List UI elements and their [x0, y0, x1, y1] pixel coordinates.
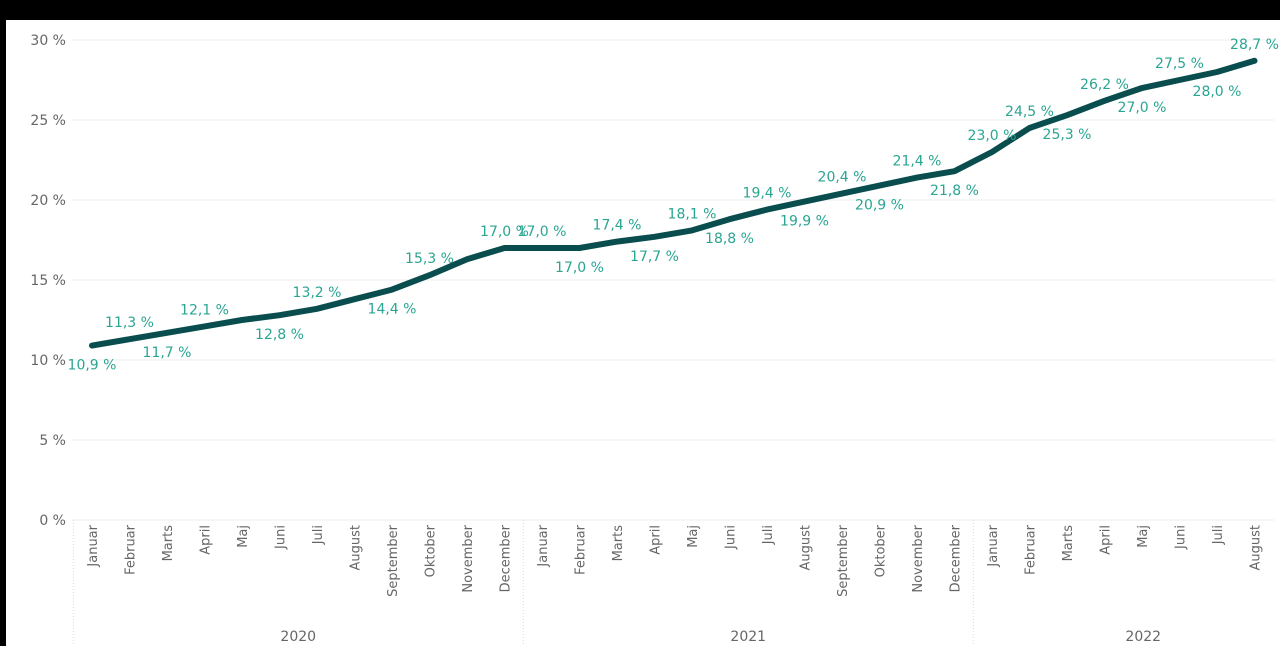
data-label: 15,3 % — [405, 251, 454, 267]
data-label: 20,4 % — [818, 170, 867, 186]
x-tick-label: Juli — [311, 525, 326, 545]
x-axis: Januar Februar Marts April Maj Juni Juli August… — [72, 520, 1264, 646]
y-tick-label: 5 % — [39, 433, 66, 449]
data-label: 28,7 % — [1230, 37, 1279, 53]
y-tick-label: 10 % — [30, 353, 66, 369]
data-label: 24,5 % — [1005, 104, 1054, 120]
data-label: 20,9 % — [855, 198, 904, 214]
x-tick-label: August — [799, 525, 814, 571]
x-tick-label: Maj — [1136, 525, 1151, 548]
data-label: 18,8 % — [705, 231, 754, 247]
y-tick-label: 20 % — [30, 193, 66, 209]
y-tick-label: 15 % — [30, 273, 66, 289]
x-tick-label: Februar — [574, 524, 589, 575]
x-tick-label: Juli — [761, 525, 776, 545]
x-tick-label: Oktober — [874, 524, 889, 577]
x-tick-label: September — [836, 524, 851, 597]
x-tick-label: November — [911, 524, 926, 592]
x-tick-label: November — [461, 524, 476, 592]
x-tick-label: Marts — [1061, 525, 1076, 562]
data-label: 27,0 % — [1118, 100, 1167, 116]
y-tick-label: 30 % — [30, 33, 66, 49]
y-tick-label: 0 % — [39, 513, 66, 529]
line-chart: 0 % 5 % 10 % 15 % 20 % 25 % 30 % Januar Februar… — [30, 33, 1279, 646]
data-label: 14,4 % — [368, 302, 417, 318]
data-label: 12,8 % — [255, 327, 304, 343]
data-labels: 10,9 % 11,3 % 11,7 % 12,1 % 12,8 % 13,2 % 14,4… — [68, 37, 1279, 374]
data-label: 13,2 % — [293, 285, 342, 301]
x-tick-label: Maj — [686, 525, 701, 548]
data-label: 23,0 % — [968, 128, 1017, 144]
data-label: 21,4 % — [893, 154, 942, 170]
x-tick-label: Juni — [1174, 525, 1189, 550]
data-label: 12,1 % — [180, 302, 229, 318]
x-tick-label: Februar — [124, 524, 139, 575]
x-tick-label: Oktober — [424, 524, 439, 577]
x-tick-label: April — [199, 525, 214, 555]
data-label: 17,0 % — [480, 224, 529, 240]
data-label: 27,5 % — [1155, 56, 1204, 72]
data-label: 17,7 % — [630, 249, 679, 265]
x-tick-label: Maj — [236, 525, 251, 548]
year-label: 2022 — [1125, 629, 1161, 645]
year-label: 2021 — [730, 629, 766, 645]
data-label: 21,8 % — [930, 183, 979, 199]
series-layer — [89, 57, 1258, 349]
x-tick-label: September — [386, 524, 401, 597]
x-tick-label: August — [349, 525, 364, 571]
chart-frame: 0 % 5 % 10 % 15 % 20 % 25 % 30 % Januar Februar… — [6, 20, 1280, 646]
x-tick-label: Juni — [724, 525, 739, 550]
year-label: 2020 — [280, 629, 316, 645]
x-tick-label: Februar — [1024, 524, 1039, 575]
data-label: 11,7 % — [143, 345, 192, 361]
data-label: 25,3 % — [1043, 127, 1092, 143]
x-tick-label: April — [649, 525, 664, 555]
x-tick-label: Januar — [86, 524, 101, 567]
x-tick-label: Juni — [274, 525, 289, 550]
gridlines — [72, 39, 1274, 521]
x-tick-label: December — [499, 524, 514, 592]
x-tick-label: April — [1099, 525, 1114, 555]
x-tick-label: Januar — [536, 524, 551, 567]
x-tick-label: Marts — [611, 525, 626, 562]
y-tick-label: 25 % — [30, 113, 66, 129]
data-label: 17,0 % — [555, 260, 604, 276]
series-line — [89, 57, 1258, 349]
data-label: 17,4 % — [593, 218, 642, 234]
data-label: 17,0 % — [518, 224, 567, 240]
x-tick-label: August — [1249, 525, 1264, 571]
data-label: 18,1 % — [668, 206, 717, 222]
y-axis: 0 % 5 % 10 % 15 % 20 % 25 % 30 % — [30, 33, 66, 529]
x-tick-label: December — [949, 524, 964, 592]
data-label: 19,9 % — [780, 214, 829, 230]
data-label: 26,2 % — [1080, 77, 1129, 93]
x-tick-label: Januar — [986, 524, 1001, 567]
data-label: 10,9 % — [68, 358, 117, 374]
data-label: 19,4 % — [743, 186, 792, 202]
x-tick-label: Marts — [161, 525, 176, 562]
data-label: 11,3 % — [105, 315, 154, 331]
data-label: 28,0 % — [1193, 84, 1242, 100]
x-tick-label: Juli — [1211, 525, 1226, 545]
